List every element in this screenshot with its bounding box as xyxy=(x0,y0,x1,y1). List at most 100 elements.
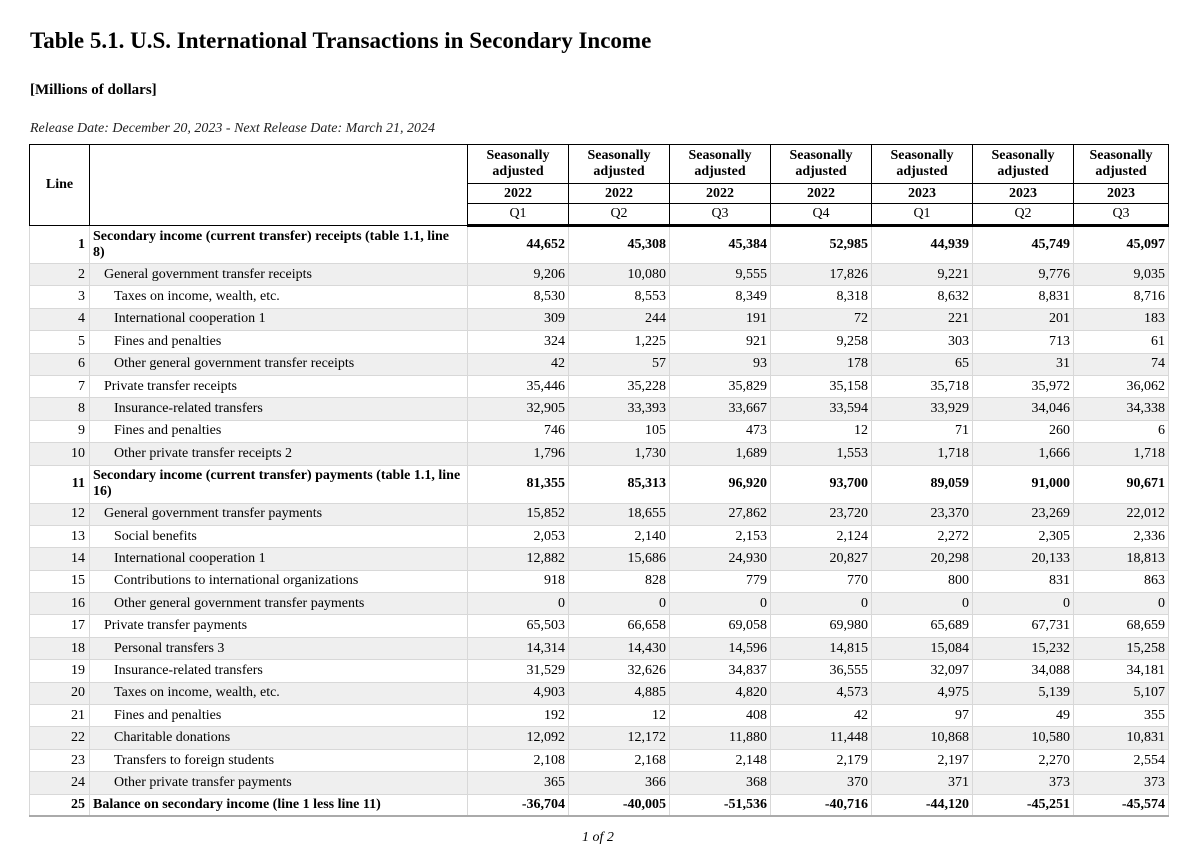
row-label: General government transfer payments xyxy=(89,502,468,526)
line-number: 3 xyxy=(29,285,90,309)
cell-value: 8,632 xyxy=(871,285,973,309)
cell-value: 8,530 xyxy=(467,285,569,309)
line-number: 6 xyxy=(29,352,90,376)
cell-value: 408 xyxy=(669,704,771,728)
cell-value: 15,852 xyxy=(467,502,569,526)
cell-value: 221 xyxy=(871,307,973,332)
cell-value: 33,594 xyxy=(770,397,872,421)
table-row: 24 Other private transfer payments 365 366 3… xyxy=(29,771,1169,795)
cell-value: 1,666 xyxy=(972,442,1074,466)
cell-value: 0 xyxy=(871,592,973,616)
row-label: Fines and penalties xyxy=(89,330,468,354)
column-header-quarter: Q1 xyxy=(467,203,569,227)
table-row: 14 International cooperation 1 12,882 15,68… xyxy=(29,547,1169,571)
line-number: 15 xyxy=(29,569,90,594)
line-number: 14 xyxy=(29,547,90,571)
cell-value: 178 xyxy=(770,352,872,376)
column-header-year: 2022 xyxy=(770,183,872,204)
cell-value: 0 xyxy=(467,592,569,616)
table-row: 17 Private transfer payments 65,503 66,658 6… xyxy=(29,614,1169,638)
column-header-quarter: Q2 xyxy=(972,203,1074,227)
cell-value: 260 xyxy=(972,419,1074,444)
cell-value: 2,554 xyxy=(1073,748,1169,773)
cell-value: 24,930 xyxy=(669,547,771,571)
row-label: Taxes on income, wealth, etc. xyxy=(89,285,468,309)
cell-value: 1,718 xyxy=(1073,442,1169,466)
cell-value: 45,749 xyxy=(972,225,1074,264)
cell-value: 31,529 xyxy=(467,659,569,683)
cell-value: 800 xyxy=(871,569,973,594)
cell-value: -45,574 xyxy=(1073,793,1169,818)
line-number: 1 xyxy=(29,225,90,264)
page-title: Table 5.1. U.S. International Transactio… xyxy=(30,28,652,53)
cell-value: 365 xyxy=(467,771,569,795)
cell-value: 93,700 xyxy=(770,464,872,504)
cell-value: 18,655 xyxy=(568,502,670,526)
cell-value: 921 xyxy=(669,330,771,354)
line-number: 13 xyxy=(29,524,90,549)
cell-value: 183 xyxy=(1073,307,1169,332)
cell-value: 10,868 xyxy=(871,726,973,750)
cell-value: 35,972 xyxy=(972,374,1074,399)
cell-value: 1,730 xyxy=(568,442,670,466)
table-row: 10 Other private transfer receipts 2 1,796… xyxy=(29,442,1169,466)
cell-value: 2,148 xyxy=(669,748,771,773)
table-row: 2 General government transfer receipts 9,2… xyxy=(29,262,1169,287)
table-row: 7 Private transfer receipts 35,446 35,228 35… xyxy=(29,374,1169,399)
cell-value: 0 xyxy=(972,592,1074,616)
cell-value: 2,270 xyxy=(972,748,1074,773)
cell-value: 2,272 xyxy=(871,524,973,549)
cell-value: 68,659 xyxy=(1073,614,1169,638)
cell-value: 0 xyxy=(770,592,872,616)
line-number: 16 xyxy=(29,592,90,616)
cell-value: 8,716 xyxy=(1073,285,1169,309)
cell-value: 863 xyxy=(1073,569,1169,594)
column-header-adjustment: Seasonally adjusted xyxy=(467,144,569,184)
cell-value: 9,221 xyxy=(871,262,973,287)
table-row: 13 Social benefits 2,053 2,140 2,153 2,124 2,2… xyxy=(29,524,1169,549)
cell-value: 746 xyxy=(467,419,569,444)
cell-value: 91,000 xyxy=(972,464,1074,504)
cell-value: 34,338 xyxy=(1073,397,1169,421)
row-label: Social benefits xyxy=(89,524,468,549)
line-number: 22 xyxy=(29,726,90,750)
table-row: 3 Taxes on income, wealth, etc. 8,530 8,553… xyxy=(29,285,1169,309)
cell-value: 918 xyxy=(467,569,569,594)
cell-value: 65 xyxy=(871,352,973,376)
table-row: 9 Fines and penalties 746 105 473 12 71 260 6 xyxy=(29,419,1169,444)
cell-value: 12,092 xyxy=(467,726,569,750)
cell-value: 15,686 xyxy=(568,547,670,571)
cell-value: 2,179 xyxy=(770,748,872,773)
cell-value: 10,080 xyxy=(568,262,670,287)
cell-value: 8,349 xyxy=(669,285,771,309)
cell-value: 23,370 xyxy=(871,502,973,526)
page-number: 1 of 2 xyxy=(582,830,614,845)
cell-value: 65,689 xyxy=(871,614,973,638)
cell-value: 96,920 xyxy=(669,464,771,504)
table-row: 20 Taxes on income, wealth, etc. 4,903 4,88… xyxy=(29,681,1169,706)
cell-value: 2,053 xyxy=(467,524,569,549)
cell-value: 12 xyxy=(568,704,670,728)
cell-value: 44,939 xyxy=(871,225,973,264)
row-label: Secondary income (current transfer) paym… xyxy=(89,464,468,504)
cell-value: 2,124 xyxy=(770,524,872,549)
cell-value: 71 xyxy=(871,419,973,444)
cell-value: 97 xyxy=(871,704,973,728)
cell-value: 49 xyxy=(972,704,1074,728)
cell-value: 0 xyxy=(1073,592,1169,616)
release-date: Release Date: December 20, 2023 - Next R… xyxy=(30,121,435,136)
cell-value: 1,689 xyxy=(669,442,771,466)
row-label: Transfers to foreign students xyxy=(89,748,468,773)
column-header-year: 2023 xyxy=(972,183,1074,204)
cell-value: 35,829 xyxy=(669,374,771,399)
cell-value: 15,084 xyxy=(871,636,973,661)
line-number: 2 xyxy=(29,262,90,287)
row-label: Insurance-related transfers xyxy=(89,659,468,683)
cell-value: 779 xyxy=(669,569,771,594)
cell-value: 17,826 xyxy=(770,262,872,287)
cell-value: 57 xyxy=(568,352,670,376)
cell-value: 4,975 xyxy=(871,681,973,706)
line-number: 17 xyxy=(29,614,90,638)
column-header-quarter: Q2 xyxy=(568,203,670,227)
cell-value: 35,446 xyxy=(467,374,569,399)
